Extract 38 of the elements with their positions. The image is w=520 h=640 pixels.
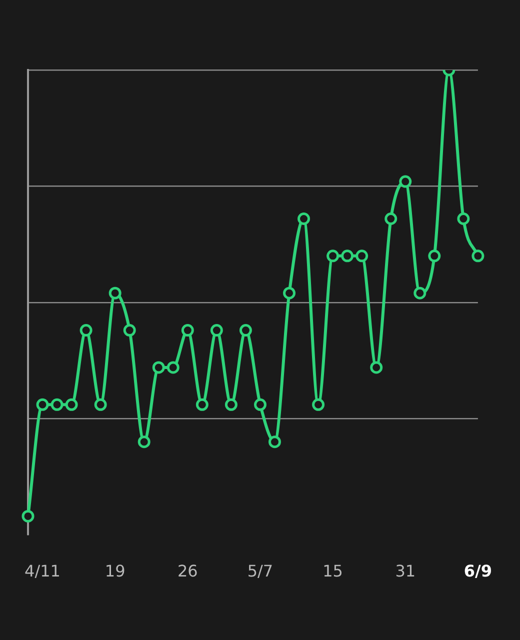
x-tick-label: 6/9 xyxy=(464,562,492,581)
point xyxy=(94,398,107,411)
point xyxy=(123,324,136,337)
point xyxy=(399,175,412,188)
point xyxy=(36,398,49,411)
point xyxy=(108,286,122,300)
point xyxy=(196,398,208,411)
point xyxy=(50,398,64,411)
x-tick-label: 26 xyxy=(177,562,198,581)
point xyxy=(22,510,34,522)
point xyxy=(152,361,165,374)
x-tick-label: 15 xyxy=(322,562,343,581)
point xyxy=(80,324,92,337)
point xyxy=(210,324,223,337)
x-tick-label: 19 xyxy=(104,562,126,581)
point xyxy=(224,398,238,411)
point xyxy=(428,250,441,262)
point xyxy=(472,250,484,262)
point xyxy=(239,324,252,337)
x-tick-label: 5/7 xyxy=(247,562,274,581)
point xyxy=(166,361,180,374)
point xyxy=(414,286,426,300)
point xyxy=(283,286,296,300)
point xyxy=(254,398,266,411)
point xyxy=(370,361,383,374)
x-tick-label: 4/11 xyxy=(24,562,60,581)
point xyxy=(138,436,150,448)
point xyxy=(341,250,354,262)
x-tick-label: 31 xyxy=(395,562,416,581)
point xyxy=(312,398,325,411)
point xyxy=(457,212,470,225)
point xyxy=(384,212,398,225)
point xyxy=(268,436,281,448)
point xyxy=(298,212,310,225)
point xyxy=(326,250,340,262)
point xyxy=(181,324,194,337)
point xyxy=(65,398,78,411)
point xyxy=(356,250,368,262)
